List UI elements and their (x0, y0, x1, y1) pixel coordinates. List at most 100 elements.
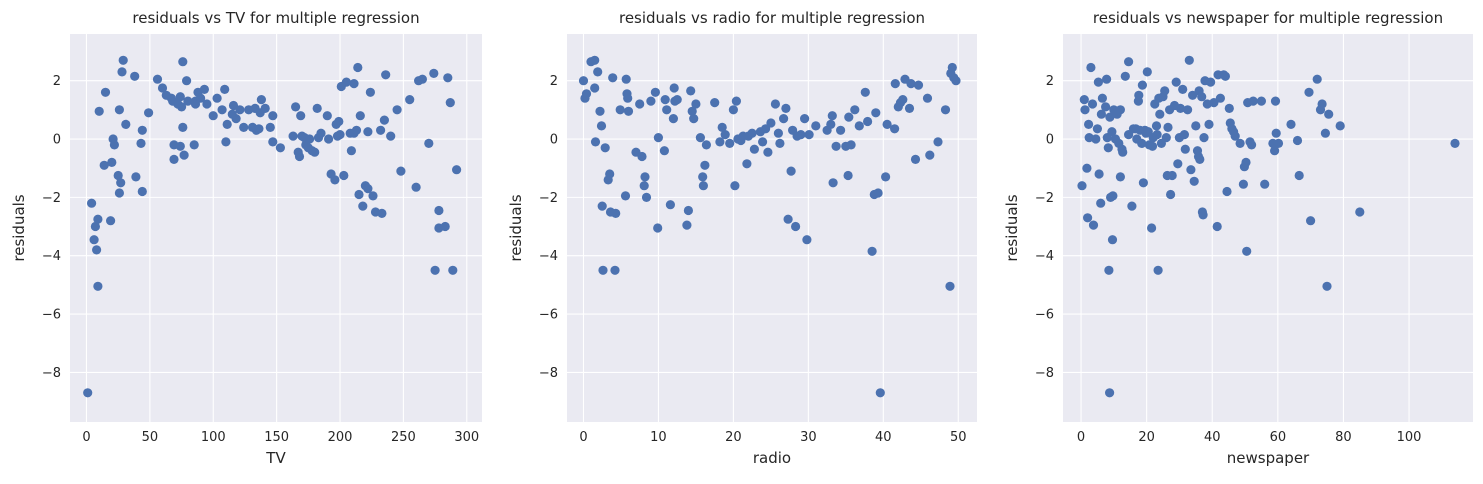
data-point (1220, 71, 1230, 81)
data-point (1322, 281, 1332, 291)
x-tick-label: 0 (579, 430, 587, 445)
data-point (405, 95, 415, 105)
data-point (725, 138, 735, 148)
data-point (662, 105, 672, 115)
data-point (761, 124, 771, 134)
x-tick-label: 100 (1397, 430, 1422, 445)
data-point (1152, 130, 1162, 140)
data-point (1107, 235, 1118, 245)
data-point (100, 87, 111, 97)
data-point (117, 67, 127, 77)
data-point (640, 172, 650, 182)
data-point (1273, 138, 1284, 148)
data-point (368, 191, 378, 201)
y-axis-label: residuals (507, 194, 525, 261)
data-point (854, 121, 864, 131)
data-point (137, 186, 147, 197)
data-point (294, 151, 305, 162)
y-tick-label: −8 (539, 366, 558, 381)
data-point (1180, 144, 1190, 154)
data-point (354, 189, 364, 200)
residuals-vs-radio-panel: 0 10 20 30 40 50 −8 −6 −4 −2 0 2 residuals vs radio … (507, 9, 977, 467)
data-point (1175, 103, 1185, 113)
data-point (386, 131, 396, 141)
data-point (593, 67, 603, 77)
data-point (452, 165, 462, 175)
data-point (898, 95, 908, 105)
x-tick-label: 80 (1335, 430, 1352, 445)
data-point (641, 192, 652, 202)
data-point (804, 130, 814, 140)
y-tick-label: 0 (53, 133, 61, 148)
data-point (114, 188, 124, 198)
data-point (1079, 95, 1089, 105)
data-point (376, 125, 386, 135)
data-point (1137, 138, 1147, 148)
data-point (305, 134, 315, 144)
data-point (873, 188, 883, 198)
y-tick-label: 2 (53, 74, 61, 89)
data-point (231, 114, 241, 124)
y-tick-label: −2 (1035, 191, 1054, 206)
data-point (430, 265, 440, 275)
data-point (1105, 388, 1115, 398)
data-point (351, 125, 362, 135)
data-point (596, 121, 607, 131)
data-point (605, 169, 615, 179)
data-point (411, 182, 421, 192)
data-point (1104, 265, 1114, 275)
data-point (106, 216, 116, 226)
data-point (296, 111, 306, 121)
x-tick-label: 50 (950, 430, 967, 445)
data-point (1317, 99, 1327, 109)
data-point (1080, 105, 1090, 115)
data-point (1178, 84, 1188, 94)
data-point (637, 151, 647, 162)
data-point (906, 79, 916, 89)
chart-title: residuals vs TV for multiple regression (132, 9, 419, 27)
data-point (686, 86, 696, 96)
data-point (610, 265, 620, 275)
data-point (1215, 93, 1225, 103)
data-point (182, 76, 192, 86)
data-point (904, 103, 915, 113)
data-point (1151, 121, 1162, 131)
x-tick-label: 40 (1204, 430, 1221, 445)
data-point (445, 98, 455, 108)
y-tick-label: −8 (42, 366, 61, 381)
data-point (1088, 220, 1099, 230)
data-point (1160, 86, 1170, 96)
data-point (945, 281, 955, 291)
data-point (875, 388, 885, 398)
data-point (1206, 77, 1216, 87)
data-point (1256, 96, 1266, 106)
data-point (363, 127, 373, 137)
data-point (598, 265, 608, 275)
data-point (1107, 127, 1117, 137)
x-tick-label: 150 (264, 430, 289, 445)
data-point (698, 172, 708, 182)
data-point (434, 205, 444, 216)
x-tick-label: 0 (82, 430, 90, 445)
data-point (1199, 133, 1209, 143)
data-point (1238, 179, 1248, 189)
data-point (860, 87, 870, 97)
data-point (152, 74, 163, 84)
data-point (1312, 74, 1322, 84)
data-point (1153, 265, 1163, 275)
residuals-vs-newspaper-panel: 0 20 40 60 80 100 −8 −6 −4 −2 0 2 residuals vs newsp… (1003, 9, 1473, 467)
data-point (715, 137, 725, 147)
data-point (1183, 105, 1193, 115)
y-tick-label: 2 (1046, 74, 1054, 89)
data-point (1124, 57, 1134, 67)
residuals-vs-tv-panel: 0 50 100 150 200 250 300 −8 −6 −4 −2 0 2 residuals vs… (10, 9, 482, 467)
data-point (1335, 121, 1345, 131)
data-point (689, 114, 699, 124)
plot-area (70, 34, 482, 422)
chart-title: residuals vs newspaper for multiple regr… (1093, 9, 1443, 27)
data-point (93, 281, 103, 291)
data-point (1188, 90, 1198, 100)
data-point (1248, 96, 1258, 106)
data-point (1241, 157, 1251, 167)
data-point (1292, 135, 1303, 146)
